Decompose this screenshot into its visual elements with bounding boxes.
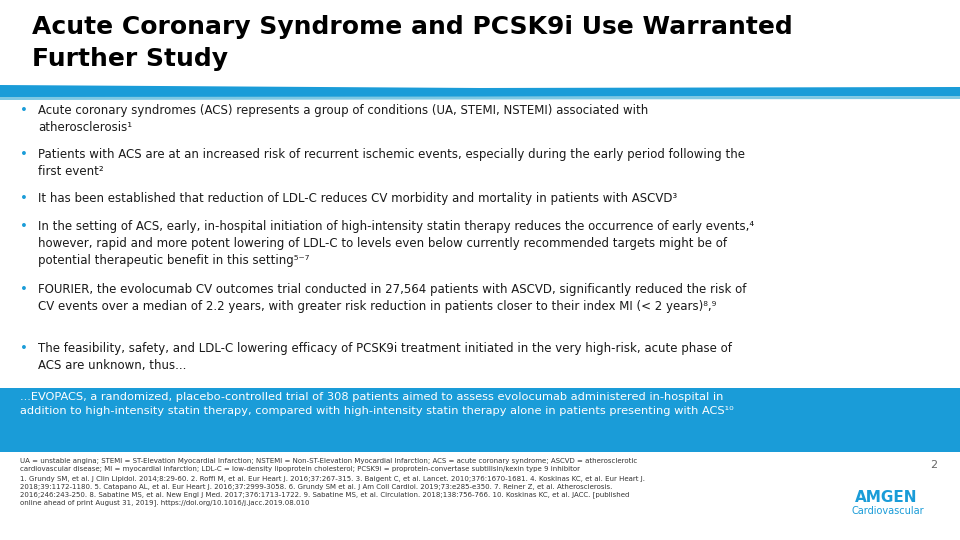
Text: ...EVOPACS, a randomized, placebo-controlled trial of 308 patients aimed to asse: ...EVOPACS, a randomized, placebo-contro… [20,392,733,416]
Text: •: • [20,342,28,355]
Text: FOURIER, the evolocumab CV outcomes trial conducted in 27,564 patients with ASCV: FOURIER, the evolocumab CV outcomes tria… [38,283,746,313]
Polygon shape [0,96,960,100]
Text: Patients with ACS are at an increased risk of recurrent ischemic events, especia: Patients with ACS are at an increased ri… [38,148,745,178]
Text: •: • [20,104,28,117]
Text: 1. Grundy SM, et al. J Clin Lipidol. 2014;8:29-60. 2. Roffi M, et al. Eur Heart : 1. Grundy SM, et al. J Clin Lipidol. 201… [20,476,645,506]
Text: Further Study: Further Study [32,47,228,71]
Text: •: • [20,148,28,161]
Text: AMGEN: AMGEN [855,490,918,505]
Text: The feasibility, safety, and LDL-C lowering efficacy of PCSK9i treatment initiat: The feasibility, safety, and LDL-C lower… [38,342,732,372]
Text: In the setting of ACS, early, in-hospital initiation of high-intensity statin th: In the setting of ACS, early, in-hospita… [38,220,755,267]
Text: 2: 2 [930,460,937,470]
Text: Acute Coronary Syndrome and PCSK9i Use Warranted: Acute Coronary Syndrome and PCSK9i Use W… [32,15,793,39]
Text: •: • [20,283,28,296]
Text: •: • [20,192,28,205]
Text: •: • [20,220,28,233]
Text: UA = unstable angina; STEMI = ST-Elevation Myocardial Infarction; NSTEMI = Non-S: UA = unstable angina; STEMI = ST-Elevati… [20,458,637,464]
Text: Cardiovascular: Cardiovascular [851,506,924,516]
Text: Acute coronary syndromes (ACS) represents a group of conditions (UA, STEMI, NSTE: Acute coronary syndromes (ACS) represent… [38,104,648,134]
Text: It has been established that reduction of LDL-C reduces CV morbidity and mortali: It has been established that reduction o… [38,192,677,205]
Bar [0,388,960,452]
Polygon shape [0,85,960,97]
Text: cardiovascular disease; MI = myocardial infarction; LDL-C = low-density lipoprot: cardiovascular disease; MI = myocardial … [20,466,580,472]
